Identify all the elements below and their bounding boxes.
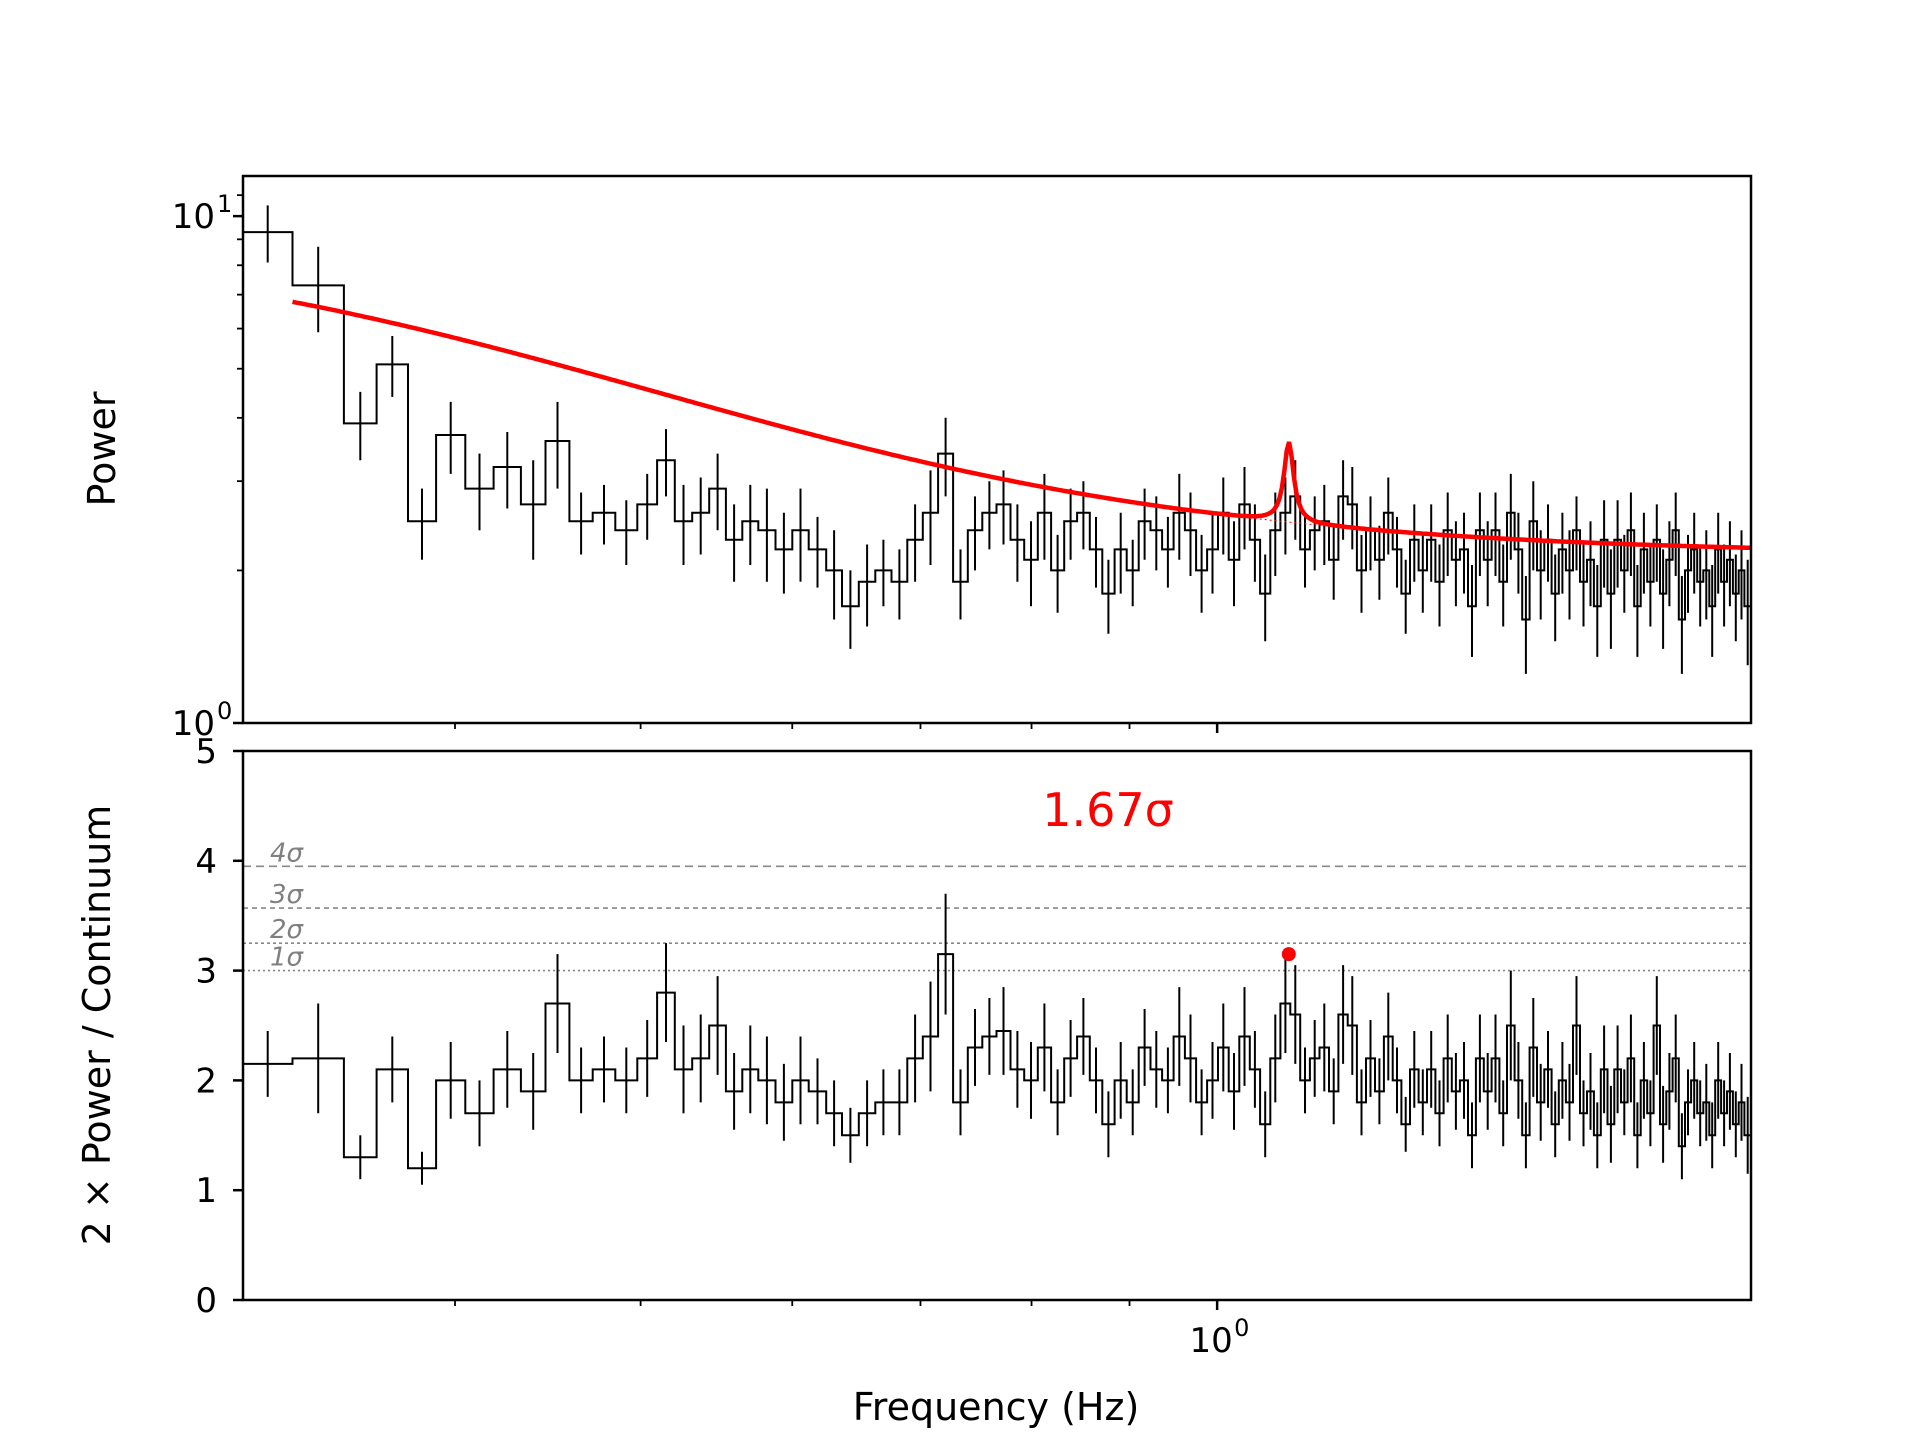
bottom-y-tick-label: 1 [195,1171,217,1211]
bottom-y-axis-label: 2 × Power / Continuum [75,805,119,1246]
bottom-step-line [243,953,1751,1170]
sigma-label: 3σ [270,880,305,910]
peak-marker [1281,947,1296,962]
bottom-ratio-steps [243,893,1751,1185]
x-axis-label: Frequency (Hz) [853,1385,1140,1429]
bottom-x-ticks: 10 0 [454,1300,1249,1361]
bottom-y-tick-label: 3 [195,952,217,992]
top-y-tick-exponent: 1 [217,190,232,218]
bottom-x-tick-exponent: 0 [1234,1314,1249,1342]
bottom-x-tick-label: 10 [1190,1321,1233,1361]
bottom-axes-frame [241,749,1753,1302]
bottom-y-tick-label: 4 [195,842,217,882]
top-model-curve [292,299,1752,551]
peak-significance-label: 1.67σ [1042,783,1174,837]
peak-dot [1281,947,1296,962]
bottom-y-tick-label: 2 [195,1061,217,1101]
top-x-ticks [454,723,1219,733]
top-y-tick-label: 10 [172,197,215,237]
bottom-y-tick-label: 0 [195,1281,217,1321]
bottom-y-tick-label: 5 [195,732,217,772]
top-y-axis-label: Power [80,391,124,506]
sigma-label: 2σ [270,915,305,945]
bottom-y-ticks: 0 1 2 3 4 5 [195,732,243,1321]
top-y-tick-label: 10 [172,704,215,744]
model-line [292,299,1752,551]
sigma-label: 4σ [270,838,305,868]
top-y-tick-exponent: 0 [217,697,232,725]
top-power-steps [243,205,1751,674]
top-axes-frame [241,174,1753,725]
sigma-label: 1σ [270,943,305,973]
